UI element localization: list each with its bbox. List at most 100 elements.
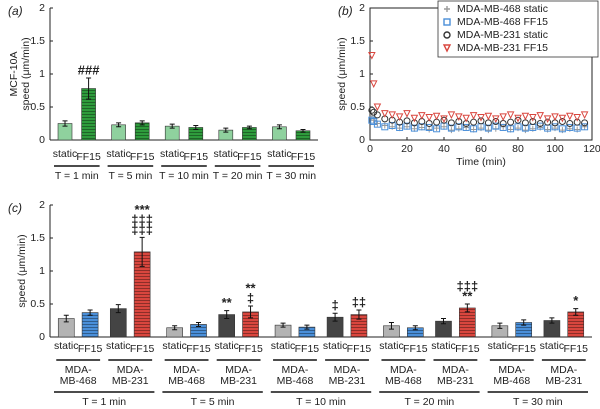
category-label: static [271,340,296,352]
category-label: static [431,340,456,352]
error-bar [63,314,69,323]
legend-label: MDA-MB-468 static [457,3,548,15]
marker [514,114,522,123]
cell-line-label: MB-231 [545,375,582,387]
category-label: FF15 [78,343,103,355]
legend-marker [443,18,451,26]
category-label: FF15 [403,343,428,355]
y-tick-label: 0.5 [350,101,365,113]
marker [368,52,376,60]
marker [447,124,455,132]
error-bar [193,124,199,130]
cell-line-label: MB-468 [168,375,205,387]
category-label: FF15 [186,343,211,355]
marker [543,115,552,123]
marker [521,124,529,132]
category-label: FF15 [291,151,316,163]
significance-mark: ‡‡‡ [131,222,153,237]
category-label: static [214,148,239,160]
marker [506,111,515,120]
cell-line-label: MDA- [390,364,417,376]
marker [521,112,530,121]
error-bar [521,319,527,326]
cell-line-label: MDA- [334,364,361,376]
category-label: static [160,148,185,160]
error-bar [464,303,470,313]
category-label: static [106,340,131,352]
marker [425,114,434,122]
marker [403,122,411,130]
marker [433,125,441,133]
marker [373,120,381,128]
marker [447,111,456,120]
y-tick-label: 0 [39,331,45,343]
cell-line-label: MDA- [498,364,525,376]
error-bar [169,123,175,129]
legend-marker [444,6,450,12]
marker [388,121,396,129]
marker [507,125,515,133]
marker [492,122,500,130]
marker [558,118,566,126]
category-label: FF15 [237,151,262,163]
x-axis-label: Time (min) [456,156,506,168]
error-bar [87,309,93,316]
x-tick-label: 40 [438,143,450,155]
cell-line-label: MDA- [173,364,200,376]
cell-line-label: MDA- [282,364,309,376]
error-bar [62,120,68,127]
marker [440,116,448,124]
y-tick-label: 0.5 [30,298,45,310]
y-tick-label: 1.5 [30,232,45,244]
significance-mark: ‡‡‡ [131,212,153,227]
bar [81,312,99,338]
marker [566,123,574,131]
group-label: T = 1 min [55,170,99,182]
error-bar [304,324,310,330]
error-bar [412,325,418,331]
error-bar [86,77,92,100]
marker [551,113,559,122]
marker [369,80,378,89]
marker [462,114,471,123]
marker [448,127,455,134]
error-bar [248,305,254,319]
marker [462,123,470,131]
group-label: T = 20 min [213,170,263,182]
y-tick-label: 1 [359,68,365,80]
category-label: FF15 [295,343,320,355]
error-bar [246,125,252,130]
cell-line-label: MB-468 [277,375,314,387]
category-label: FF15 [455,343,480,355]
error-bar [224,310,230,320]
marker [477,114,485,122]
cell-line-label: MB-468 [385,375,422,387]
error-bar [356,309,362,320]
cell-line-label: MDA- [117,364,144,376]
category-label: static [106,148,131,160]
legend-label: MDA-MB-231 static [457,29,548,41]
panel-label: (c) [8,201,22,215]
y-tick-label: 2 [39,199,45,211]
marker [514,123,522,131]
y-axis-label: speed (μm/min) [16,234,28,307]
marker [566,120,574,127]
cell-line-label: MDA- [550,364,577,376]
significance-mark: ‡‡‡ [456,278,478,293]
marker [455,125,462,132]
significance-mark: ‡‡ [352,294,366,309]
marker [368,106,376,114]
marker [368,116,376,124]
y-tick-label: 1.5 [350,35,365,47]
category-label: FF15 [238,343,263,355]
significance-mark: ‡ [247,290,254,305]
y-tick-label: 1.5 [30,35,45,47]
y-tick-label: 1 [39,265,45,277]
category-label: FF15 [130,151,155,163]
y-tick-label: 0.5 [30,101,45,113]
marker [447,119,455,127]
marker [536,122,544,130]
marker [581,119,589,127]
marker [551,123,559,131]
